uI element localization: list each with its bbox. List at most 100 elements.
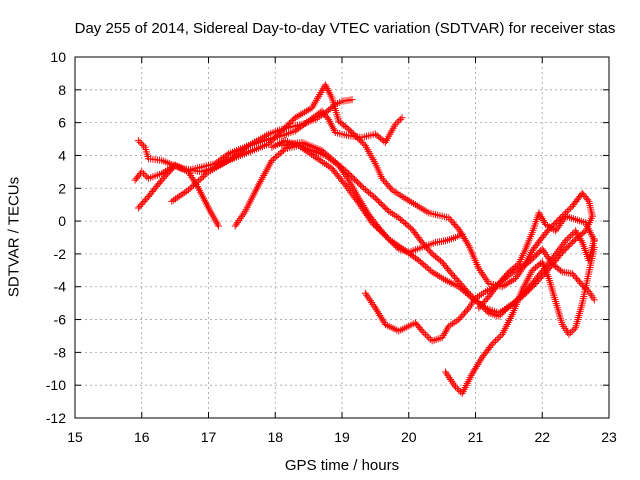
data-point (497, 311, 505, 319)
data-point (590, 237, 598, 245)
data-point (455, 278, 463, 286)
data-point (398, 217, 406, 225)
data-point (449, 219, 457, 227)
data-point (375, 310, 383, 318)
data-point (364, 213, 372, 221)
data-point (341, 167, 349, 175)
data-point (478, 301, 486, 309)
data-point (391, 120, 399, 128)
data-point (362, 210, 370, 218)
data-point (357, 137, 365, 145)
data-point (458, 230, 466, 238)
data-point (196, 175, 204, 183)
data-point (168, 165, 176, 173)
data-point (565, 330, 573, 338)
data-point (487, 342, 495, 350)
data-point (349, 174, 357, 182)
data-point (535, 248, 543, 256)
data-point (321, 149, 329, 157)
data-point (533, 278, 541, 286)
data-point (343, 183, 351, 191)
y-tick-label: 2 (58, 180, 66, 196)
data-point (370, 193, 378, 201)
data-point (142, 196, 150, 204)
data-point (453, 384, 461, 392)
data-point (405, 222, 413, 230)
data-point (563, 235, 571, 243)
data-point (420, 261, 428, 269)
data-point (483, 307, 491, 315)
data-point (323, 114, 331, 122)
data-points (131, 81, 598, 397)
data-point (493, 335, 501, 343)
data-point (320, 148, 328, 156)
data-point (558, 248, 566, 256)
data-point (527, 284, 535, 292)
data-point (528, 255, 536, 263)
data-point (436, 257, 444, 265)
data-point (188, 183, 196, 191)
data-point (360, 184, 368, 192)
data-point (139, 142, 147, 150)
series-track-9 (441, 243, 598, 397)
data-point (326, 154, 334, 162)
data-point (381, 178, 389, 186)
data-point (415, 256, 423, 264)
data-point (139, 199, 147, 207)
data-point (318, 147, 326, 155)
data-point (479, 299, 487, 307)
data-point (570, 325, 578, 333)
data-point (496, 278, 504, 286)
data-point (136, 138, 144, 146)
data-point (136, 202, 144, 210)
data-point (425, 334, 433, 342)
data-point (449, 271, 457, 279)
data-point (158, 176, 166, 184)
data-point (584, 196, 592, 204)
data-point (420, 240, 428, 248)
data-point (536, 275, 544, 283)
data-point (284, 121, 292, 129)
data-point (346, 171, 354, 179)
data-point (469, 368, 477, 376)
data-point (495, 312, 503, 320)
data-point (459, 283, 467, 291)
data-point (345, 170, 353, 178)
y-tick-label: -6 (54, 312, 67, 328)
data-point (497, 332, 505, 340)
data-point (382, 232, 390, 240)
data-point (382, 204, 390, 212)
data-point (345, 125, 353, 133)
y-tick-label: 6 (58, 115, 66, 131)
data-point (279, 125, 287, 133)
data-point (354, 178, 362, 186)
data-point (271, 134, 279, 142)
data-point (565, 234, 573, 241)
data-point (425, 247, 433, 255)
y-tick-label: 8 (58, 82, 66, 98)
data-point (425, 265, 433, 273)
data-point (421, 330, 429, 338)
data-point (384, 181, 392, 189)
data-point (365, 188, 373, 196)
data-point (503, 270, 511, 278)
data-point (184, 186, 192, 194)
data-point (464, 240, 472, 248)
data-point (331, 158, 339, 166)
data-point (503, 304, 511, 312)
data-point (446, 268, 454, 276)
data-point (538, 273, 546, 281)
data-point (285, 120, 293, 128)
data-point (361, 205, 369, 213)
x-tick-label: 22 (534, 429, 550, 445)
data-point (345, 186, 353, 194)
data-point (376, 226, 384, 234)
data-point (420, 329, 428, 337)
data-point (448, 270, 456, 278)
data-point (379, 229, 387, 237)
data-point (140, 197, 148, 205)
data-point (590, 296, 598, 304)
data-point (567, 232, 575, 240)
data-point (564, 242, 572, 250)
data-point (378, 315, 386, 323)
